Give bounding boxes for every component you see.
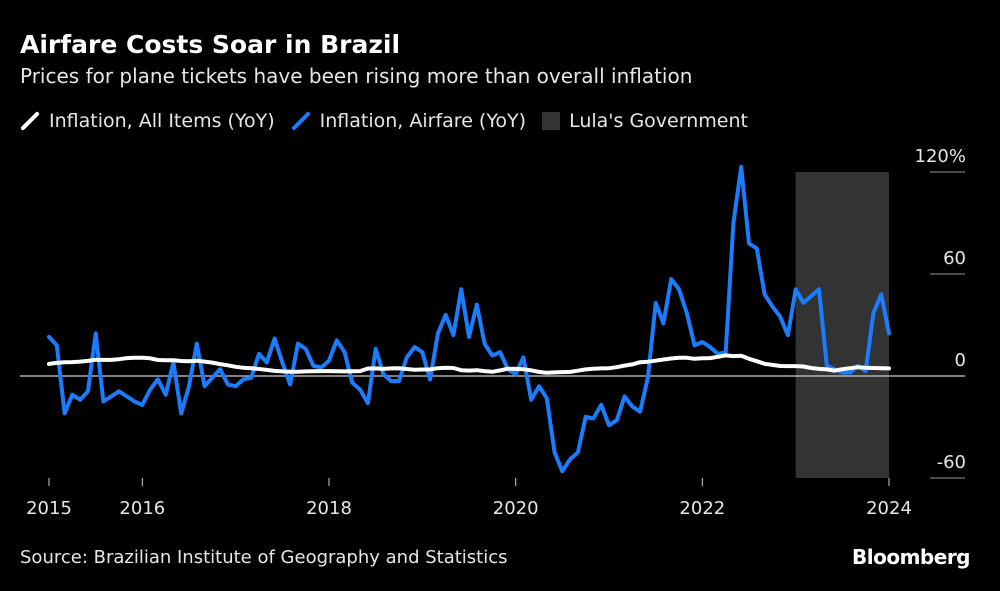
x-tick-label: 2016: [119, 498, 165, 519]
legend-item-all-items: Inflation, All Items (YoY): [20, 110, 275, 132]
x-tick-label: 2020: [493, 498, 539, 519]
legend: Inflation, All Items (YoY) Inflation, Ai…: [20, 110, 764, 132]
source-note: Source: Brazilian Institute of Geography…: [20, 547, 508, 568]
legend-label: Lula's Government: [569, 110, 748, 132]
y-tick-label: 0: [955, 350, 966, 371]
x-tick-label: 2015: [26, 498, 72, 519]
y-tick-label: 120%: [915, 146, 966, 167]
x-tick-label: 2022: [679, 498, 725, 519]
bloomberg-logo: Bloomberg: [852, 545, 970, 569]
chart-subtitle: Prices for plane tickets have been risin…: [20, 64, 693, 88]
y-tick-label: -60: [937, 452, 966, 473]
shaded-period-lula: [795, 172, 889, 478]
chart-title: Airfare Costs Soar in Brazil: [20, 30, 401, 59]
legend-label: Inflation, All Items (YoY): [49, 110, 275, 132]
legend-label: Inflation, Airfare (YoY): [319, 110, 527, 132]
legend-swatch-lula: [542, 112, 561, 130]
x-tick-label: 2018: [306, 498, 352, 519]
x-tick-label: 2024: [866, 498, 912, 519]
legend-item-lula: Lula's Government: [542, 110, 748, 132]
legend-item-airfare: Inflation, Airfare (YoY): [291, 110, 526, 132]
y-tick-label: 60: [943, 248, 966, 269]
series-line-all-items: [47, 353, 891, 375]
series-line-airfare: [47, 164, 891, 474]
